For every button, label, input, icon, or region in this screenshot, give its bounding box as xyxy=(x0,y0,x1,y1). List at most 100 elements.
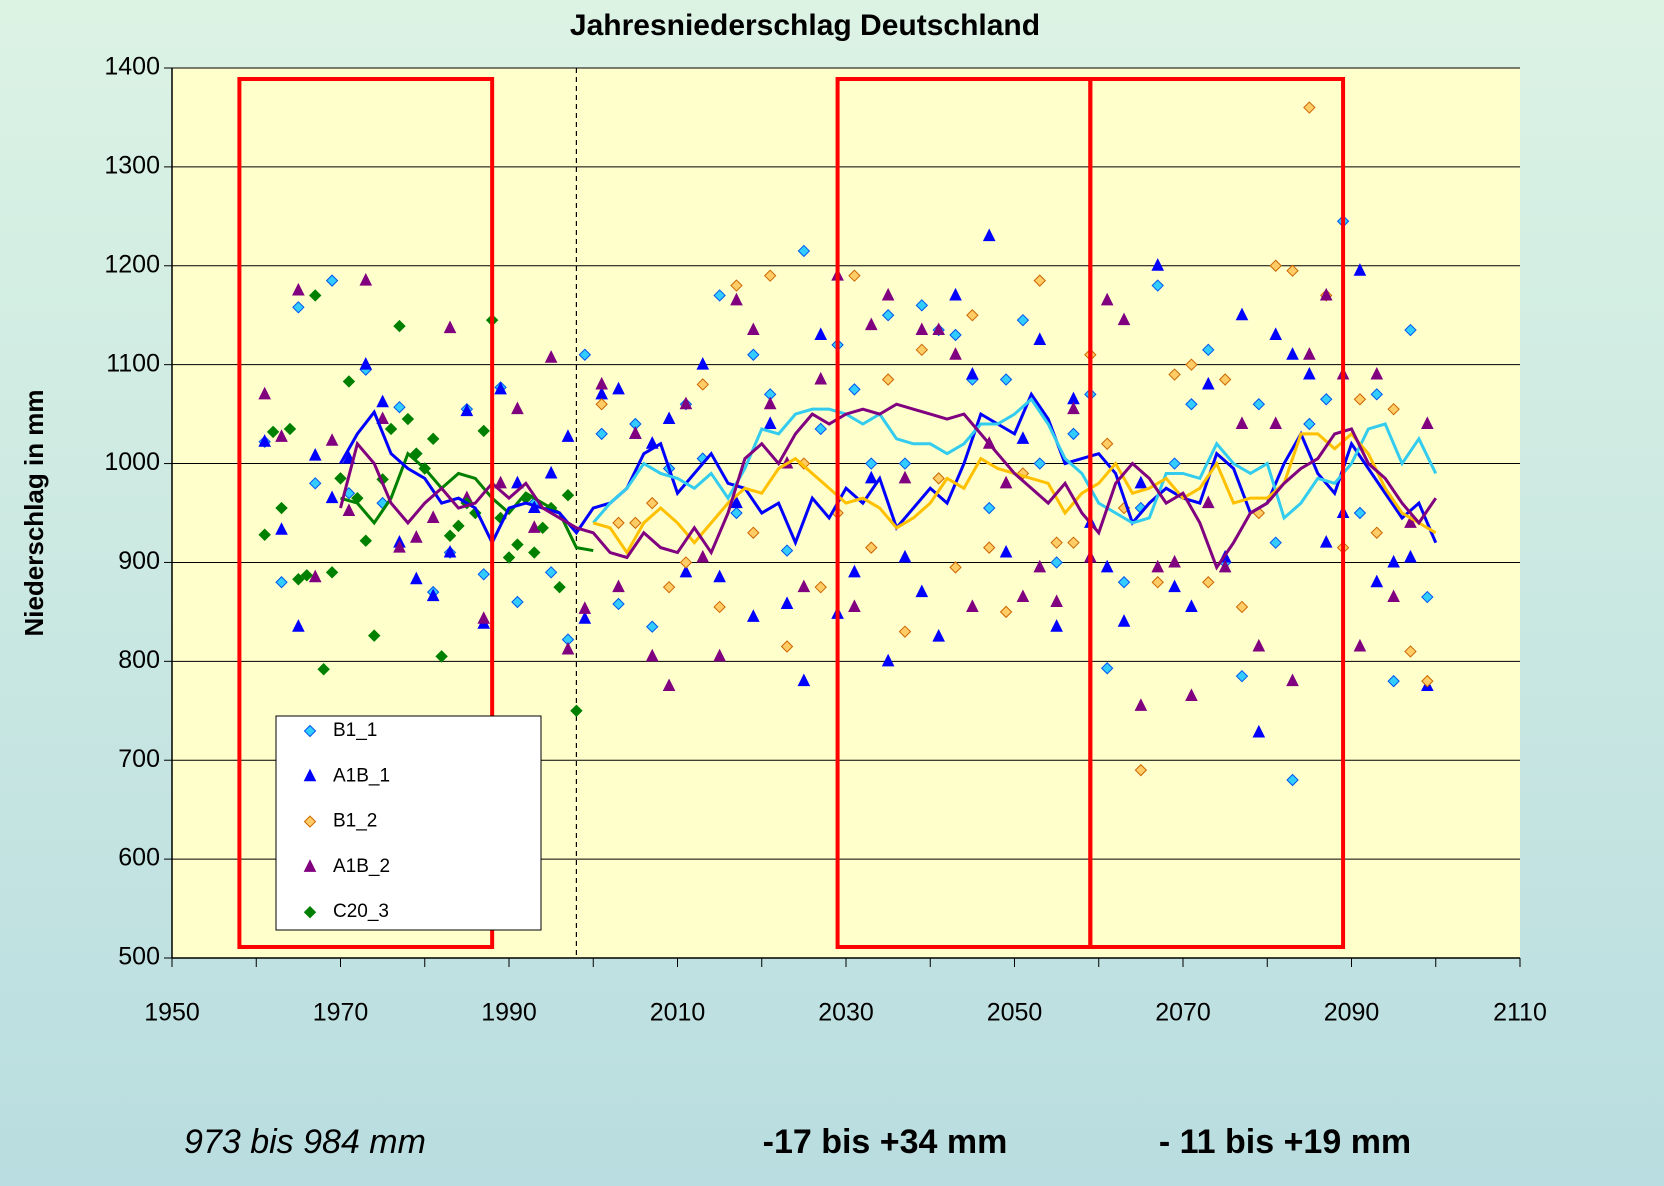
data-point xyxy=(258,528,271,541)
x-tick-label: 2050 xyxy=(987,999,1043,1027)
y-tick-label: 1400 xyxy=(104,53,160,81)
data-point xyxy=(797,673,811,687)
data-point xyxy=(1370,366,1384,380)
data-point xyxy=(1151,576,1164,589)
data-point xyxy=(1370,388,1383,401)
data-point xyxy=(1286,673,1299,687)
data-point xyxy=(780,596,794,609)
data-point xyxy=(1252,638,1266,652)
data-point xyxy=(713,569,726,583)
data-point xyxy=(1353,506,1367,520)
data-point xyxy=(780,544,794,557)
data-point xyxy=(1050,619,1063,632)
data-point xyxy=(848,269,861,282)
data-point xyxy=(814,327,828,340)
data-point xyxy=(629,426,642,439)
data-point xyxy=(1151,258,1165,271)
data-point xyxy=(1117,312,1131,326)
data-point xyxy=(1353,263,1367,276)
data-point xyxy=(1016,313,1030,327)
data-point xyxy=(1252,398,1266,411)
data-point xyxy=(646,496,659,510)
y-tick-label: 700 xyxy=(118,745,160,773)
annotation: - 11 bis +19 mm xyxy=(1159,1123,1411,1161)
data-point xyxy=(292,619,305,632)
x-tick-label: 2010 xyxy=(650,999,706,1027)
data-point xyxy=(780,640,794,653)
data-point xyxy=(342,503,356,517)
data-point xyxy=(1050,594,1063,607)
data-point xyxy=(646,620,659,633)
data-point xyxy=(1201,495,1215,509)
data-point xyxy=(300,569,314,582)
data-point xyxy=(915,299,929,312)
data-point xyxy=(292,573,305,586)
data-point xyxy=(898,470,912,484)
data-point xyxy=(309,477,322,490)
data-point xyxy=(561,429,575,442)
data-point xyxy=(578,601,592,614)
data-point xyxy=(1404,549,1417,563)
data-point xyxy=(1404,645,1417,658)
y-tick-label: 900 xyxy=(118,547,160,575)
data-point xyxy=(308,569,322,583)
data-point xyxy=(612,516,625,530)
data-point xyxy=(747,348,760,361)
data-point xyxy=(1370,526,1383,539)
data-point xyxy=(393,539,406,553)
data-point xyxy=(1185,398,1198,411)
data-point xyxy=(679,564,693,578)
y-tick-label: 600 xyxy=(118,844,160,872)
data-point xyxy=(1117,614,1131,627)
legend: B1_1 A1B_1 B1_2 A1B_2 C20_3 xyxy=(275,715,542,931)
data-point xyxy=(612,381,625,395)
data-point xyxy=(1286,773,1299,787)
data-point xyxy=(1269,327,1282,340)
data-point xyxy=(730,292,743,306)
legend-marker xyxy=(303,768,317,782)
data-point xyxy=(426,432,440,446)
data-point xyxy=(435,650,448,663)
data-point xyxy=(1067,536,1080,549)
trend-line xyxy=(592,397,1438,525)
data-point xyxy=(848,383,861,396)
data-point xyxy=(325,274,339,287)
data-point xyxy=(359,534,372,547)
data-point xyxy=(949,347,962,360)
data-point xyxy=(443,320,457,334)
data-point xyxy=(460,403,474,417)
data-point xyxy=(662,678,676,692)
data-point xyxy=(881,653,895,667)
data-point xyxy=(1319,535,1333,548)
data-point xyxy=(679,396,693,410)
data-point xyxy=(1134,475,1148,489)
data-point xyxy=(536,521,549,535)
data-point xyxy=(763,416,777,429)
data-point xyxy=(983,541,996,554)
data-point xyxy=(898,549,912,563)
data-point xyxy=(881,309,895,322)
data-point xyxy=(1235,600,1249,614)
data-point xyxy=(1286,264,1299,277)
data-point xyxy=(342,375,356,388)
data-point xyxy=(1269,259,1282,272)
data-point xyxy=(747,609,760,622)
data-point xyxy=(662,580,676,594)
data-point xyxy=(1235,669,1249,683)
data-point xyxy=(544,350,558,363)
data-point xyxy=(915,584,929,598)
data-point xyxy=(814,580,827,594)
data-point xyxy=(1151,279,1164,292)
data-point xyxy=(713,648,726,662)
legend-marker xyxy=(303,815,317,828)
x-tick-label: 1990 xyxy=(481,999,537,1027)
data-point xyxy=(763,269,777,282)
data-point xyxy=(1387,674,1400,688)
data-point xyxy=(662,411,676,425)
data-point xyxy=(999,373,1013,386)
data-point xyxy=(797,244,811,258)
data-point xyxy=(1303,366,1316,380)
data-point xyxy=(511,401,524,415)
data-point xyxy=(898,457,912,470)
data-point xyxy=(966,599,979,612)
